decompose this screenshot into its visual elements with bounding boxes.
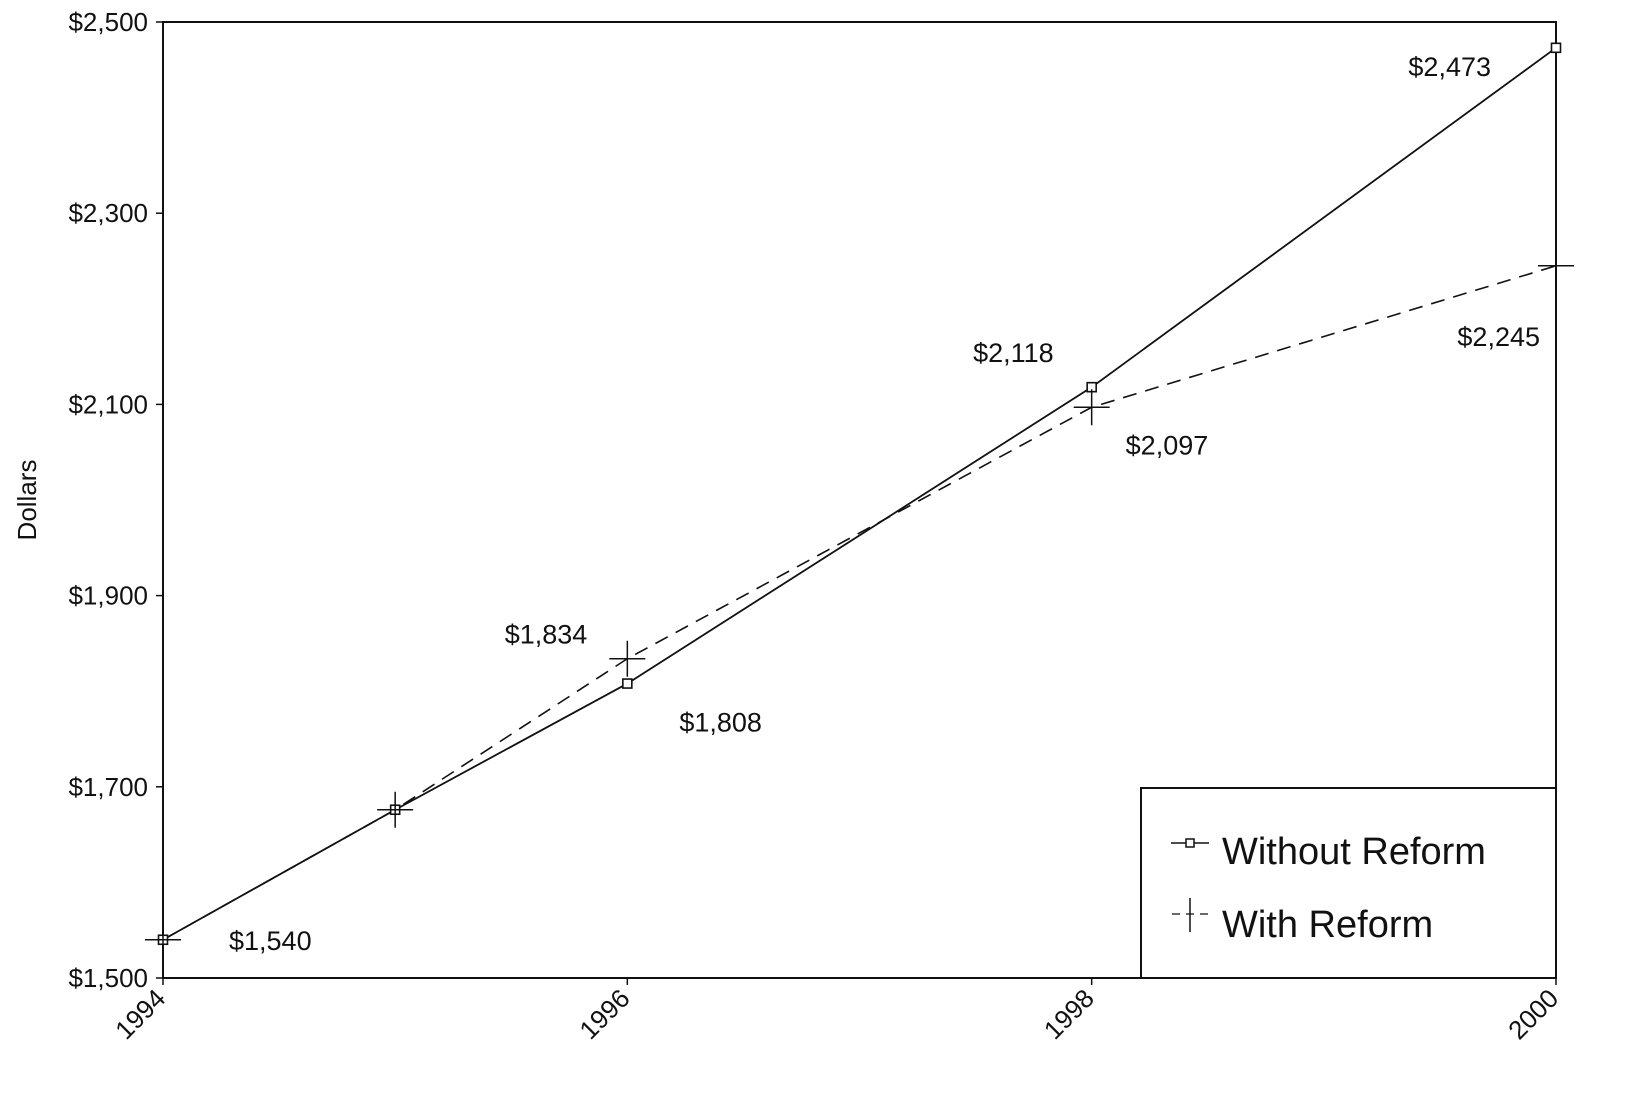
data-point-plus <box>377 791 414 828</box>
data-label: $1,540 <box>229 926 312 956</box>
data-point-plus <box>1073 389 1110 426</box>
data-label: $2,097 <box>1126 430 1209 460</box>
data-point-plus <box>1538 247 1574 284</box>
plot-frame <box>162 21 1557 979</box>
data-point-plus <box>609 640 646 677</box>
y-tick-label: $1,900 <box>68 581 148 611</box>
legend-label-without-reform: Without Reform <box>1222 831 1486 873</box>
y-tick-label: $1,700 <box>68 772 148 802</box>
data-label: $1,834 <box>505 620 588 650</box>
y-axis-label: Dollars <box>12 460 42 541</box>
y-tick-label: $2,300 <box>68 198 148 228</box>
data-label: $2,245 <box>1457 322 1540 352</box>
legend: Without Reform With Reform <box>1140 787 1557 979</box>
series-line-with-reform <box>162 265 1557 941</box>
legend-box <box>1140 787 1557 979</box>
data-point-square <box>1550 42 1562 54</box>
x-tick-label: 1996 <box>573 983 635 1045</box>
data-point-square <box>622 678 633 689</box>
x-tick-label: 2000 <box>1502 983 1564 1045</box>
data-point-plus <box>145 921 181 958</box>
data-label: $2,118 <box>973 338 1054 368</box>
y-tick-label: $1,500 <box>68 963 148 993</box>
data-label: $2,473 <box>1408 52 1491 82</box>
data-label: $1,808 <box>679 708 762 738</box>
legend-marker-square-icon <box>1185 838 1195 848</box>
y-tick-label: $2,100 <box>68 389 148 419</box>
legend-label-with-reform: With Reform <box>1222 904 1433 946</box>
y-tick-label: $2,500 <box>68 7 148 37</box>
x-tick-label: 1998 <box>1038 983 1100 1045</box>
